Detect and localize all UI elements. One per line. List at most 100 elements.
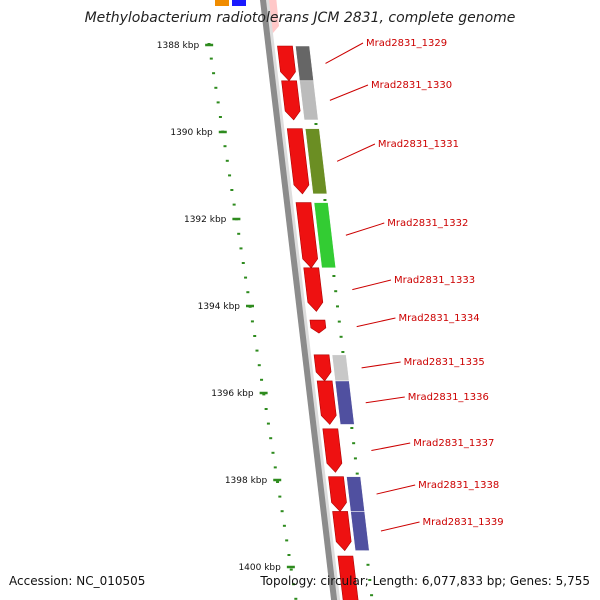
scale-label: 1398 kbp (225, 476, 268, 486)
label-leader (345, 222, 385, 236)
scale-dot (255, 349, 259, 352)
gene-arrow (303, 267, 324, 312)
scale-dot (269, 437, 273, 440)
scale-dot (230, 189, 234, 191)
cog-box (334, 380, 355, 425)
gene-label: Mrad2831_1337 (413, 438, 494, 449)
label-leader (352, 279, 392, 291)
scale-label: 1394 kbp (198, 302, 241, 312)
gene-label: Mrad2831_1338 (418, 480, 499, 491)
topology-text: Topology: circular; Length: 6,077,833 bp… (260, 574, 590, 588)
track-dot (337, 320, 341, 323)
gene-label: Mrad2831_1339 (423, 517, 504, 528)
map-title: Methylobacterium radiotolerans JCM 2831,… (84, 10, 516, 26)
accession-text: Accession: NC_010505 (9, 574, 146, 588)
track-dot (339, 335, 343, 338)
scale-dot (218, 116, 222, 118)
cog-box (313, 202, 337, 269)
scale-dot (271, 451, 275, 454)
label-leader (356, 317, 396, 328)
backbone (259, 0, 338, 600)
scale-dot (262, 393, 266, 396)
track-dot (350, 427, 354, 429)
track-dot (334, 290, 338, 293)
gene-label: Mrad2831_1335 (404, 357, 485, 368)
scale-label: 1396 kbp (211, 389, 254, 399)
scale-dot (285, 539, 289, 542)
cog-box (299, 80, 319, 121)
gene-label: Mrad2831_1332 (387, 218, 468, 229)
gene-arrow (295, 202, 318, 269)
scale-dot (289, 568, 293, 571)
scale-dot (294, 597, 298, 600)
scale-label: 1390 kbp (170, 128, 213, 138)
gene-arrow (309, 319, 327, 334)
label-leader (336, 143, 376, 162)
gene-arrow (316, 380, 337, 425)
scale-dot (237, 232, 241, 235)
track-dot (370, 594, 374, 597)
gene-label: Mrad2831_1330 (371, 80, 452, 91)
scale-dot (257, 364, 261, 367)
track-dot (323, 199, 327, 201)
track-dot (352, 442, 356, 445)
scale-dot (246, 291, 250, 294)
gene-arrow (332, 511, 352, 552)
gene-label: Mrad2831_1329 (366, 38, 447, 49)
cog-box (304, 128, 328, 195)
partial-feature (215, 0, 229, 6)
track-dot (314, 123, 318, 125)
partial-feature (232, 0, 246, 6)
scale-dot (273, 466, 277, 469)
gene-label: Mrad2831_1331 (378, 139, 459, 150)
gene-arrow (281, 80, 301, 121)
gene-arrow (337, 555, 359, 600)
track-dot (335, 305, 339, 308)
gene-label: Mrad2831_1336 (408, 392, 489, 403)
gene-label: Mrad2831_1334 (398, 313, 479, 324)
label-leader (376, 484, 416, 495)
gene-arrow (313, 354, 332, 382)
scale-dot (276, 481, 280, 483)
track-dot (368, 579, 372, 581)
track-dot (355, 472, 359, 475)
scale-dot (287, 554, 291, 556)
scale-dot (241, 262, 245, 264)
scale-dot (253, 335, 257, 337)
scale-dot (232, 203, 236, 206)
gene-label: Mrad2831_1333 (394, 275, 475, 286)
scale-dot (216, 101, 220, 104)
label-leader (380, 521, 420, 532)
label-leader (371, 442, 411, 452)
cog-box (331, 354, 350, 382)
scale-dot (282, 524, 286, 527)
label-leader (325, 42, 364, 64)
scale-dot (260, 378, 264, 381)
cog-box (346, 476, 365, 512)
gene-arrow (322, 428, 343, 473)
scale-dot (278, 495, 282, 498)
scale-dot (266, 422, 270, 425)
label-leader (365, 396, 405, 404)
scale-dot (250, 320, 254, 323)
track-dot (332, 275, 336, 277)
scale-dot (264, 408, 268, 410)
gene-arrow (328, 476, 347, 512)
track-dot (353, 457, 357, 460)
label-leader (329, 84, 369, 101)
label-leader (361, 361, 401, 369)
scale-dot (239, 247, 243, 250)
track-dot (341, 351, 345, 353)
scale-label: 1392 kbp (184, 215, 227, 225)
scale-dot (244, 276, 248, 279)
cog-box (295, 45, 314, 82)
scale-label: 1388 kbp (157, 41, 200, 51)
cog-box (350, 511, 370, 551)
gene-arrow (286, 128, 310, 195)
scale-dot (225, 159, 229, 162)
scale-label: 1400 kbp (238, 563, 281, 573)
scale-dot (228, 174, 232, 177)
scale-dot (214, 86, 218, 89)
